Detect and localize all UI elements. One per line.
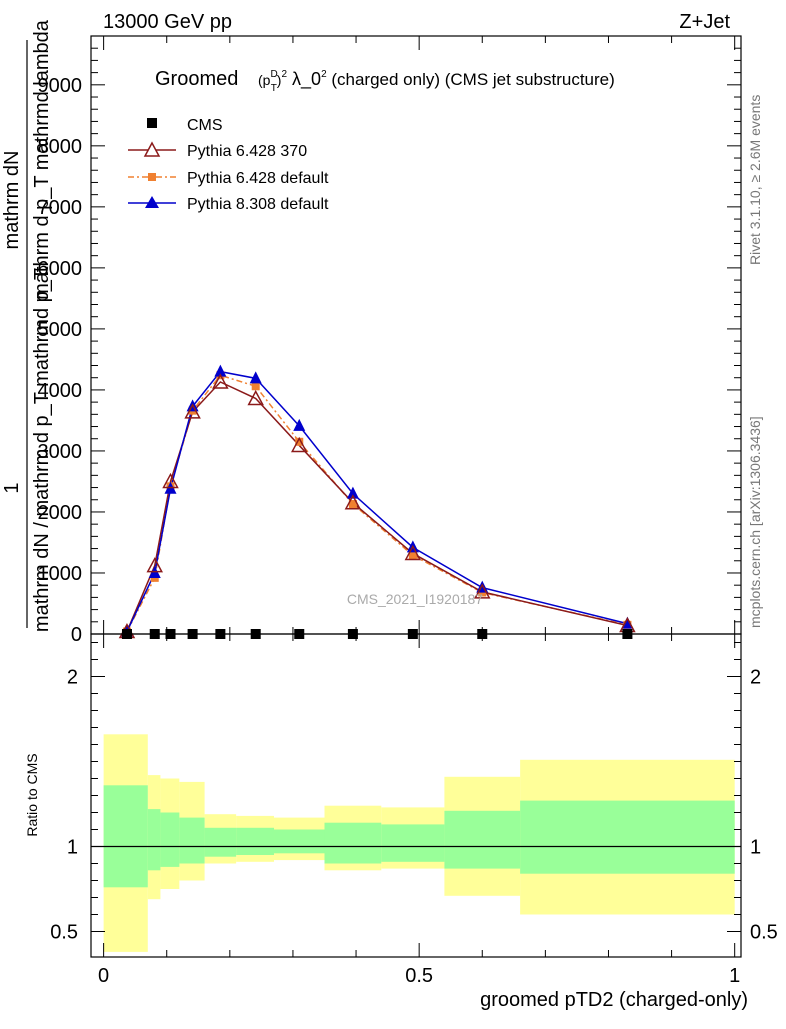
rivet-label: Rivet 3.1.10, ≥ 2.6M events xyxy=(747,95,763,265)
y-tick-label: 8000 xyxy=(38,136,83,158)
pythia6-370-point xyxy=(290,436,308,453)
legend-cms: CMS xyxy=(147,117,223,134)
pythia6-default-point xyxy=(251,382,260,391)
header-energy: 13000 GeV pp xyxy=(103,11,232,33)
title-ptd: (pD T)2 λ_02 (charged only) (CMS jet subs… xyxy=(258,69,615,94)
x-tick-label: 1 xyxy=(729,965,740,987)
main-panel: 0 1000 2000 3000 4000 5000 6000 7000 8000 9000 xyxy=(38,35,742,646)
y-tick-label: 4000 xyxy=(38,380,83,402)
pythia6-default-point xyxy=(408,551,417,560)
pythia6-default-point xyxy=(295,437,304,446)
y-tick-label: 3000 xyxy=(38,441,83,463)
legend-pythia8-default-label: Pythia 8.308 default xyxy=(187,196,329,213)
ratio-panel: 0 0.5 1 0.5 0.5 1 1 2 2 xyxy=(50,633,778,987)
pythia6-370-point xyxy=(344,494,362,510)
legend-cms-marker xyxy=(147,118,157,128)
pythia8-default-point xyxy=(293,418,306,431)
ratio-band-inner-8 xyxy=(381,824,445,862)
y-tick-label: 7000 xyxy=(38,197,83,219)
legend-cms-label: CMS xyxy=(187,117,223,134)
y-tick-label: 9000 xyxy=(38,75,83,97)
mcplots-label: mcplots.cern.ch [arXiv:1306.3436] xyxy=(747,416,763,628)
pythia8-default-point xyxy=(346,486,359,499)
pythia8-default-point xyxy=(214,364,227,377)
y-tick-label: 1000 xyxy=(38,563,83,585)
ratio-y-tick-label: 1 xyxy=(67,837,78,859)
legend-pythia8-default-marker xyxy=(145,196,159,208)
legend-pythia6-370-marker xyxy=(143,141,161,157)
x-axis-label: groomed pTD2 (charged-only) xyxy=(480,989,748,1011)
ratio-band-inner-9 xyxy=(444,810,521,869)
pythia6-default-point xyxy=(348,500,357,509)
y-tick-label: 0 xyxy=(71,624,82,646)
ratio-y-tick-label-right: 1 xyxy=(750,837,761,859)
x-tick-label: 0.5 xyxy=(405,965,433,987)
ylabel-numerator: mathrm dN xyxy=(1,151,23,250)
pythia6-370-point xyxy=(184,403,201,419)
ratio-band-inner-2 xyxy=(160,812,180,867)
pythia6-370-point xyxy=(146,557,163,573)
ratio-y-tick-label: 0.5 xyxy=(50,922,78,944)
legend-pythia6-370-label: Pythia 6.428 370 xyxy=(187,143,307,160)
ratio-band-inner-0 xyxy=(103,785,148,888)
pythia6-370-point xyxy=(247,389,264,406)
legend-pythia6-default-marker xyxy=(148,173,156,181)
ratio-y-tick-label: 2 xyxy=(67,667,78,689)
ylabel-denominator-top: mathrm d p_T mathrmd lambda xyxy=(31,19,53,300)
ratio-y-tick-label-right: 2 xyxy=(750,667,761,689)
legend-pythia6-default: Pythia 6.428 default xyxy=(128,170,329,187)
legend-pythia6-default-label: Pythia 6.428 default xyxy=(187,170,329,187)
legend-pythia8-default: Pythia 8.308 default xyxy=(128,196,329,213)
pythia6-370-line xyxy=(126,381,628,632)
ratio-band-inner-3 xyxy=(179,817,205,864)
legend: CMS Pythia 6.428 370 Pythia 6.428 defaul… xyxy=(128,117,329,213)
y-tick-label: 6000 xyxy=(38,258,83,280)
pythia6-370-point xyxy=(162,472,179,489)
ratio-band-inner-7 xyxy=(324,822,382,864)
y-tick-label: 5000 xyxy=(38,319,83,341)
header-process: Z+Jet xyxy=(679,11,730,33)
ratio-band-inner-5 xyxy=(236,827,275,855)
legend-pythia6-370: Pythia 6.428 370 xyxy=(128,141,307,160)
ylabel-one: 1 xyxy=(1,482,23,493)
pythia8-default-point xyxy=(249,371,262,384)
ratio-band-inner-6 xyxy=(274,829,325,854)
title-groomed: Groomed xyxy=(155,68,238,90)
ratio-y-tick-label-right: 0.5 xyxy=(750,922,778,944)
ratio-band-inner-10 xyxy=(520,800,735,874)
analysis-watermark: CMS_2021_I1920187 xyxy=(347,591,483,607)
pythia6-370-point xyxy=(212,373,229,389)
ratio-ylabel: Ratio to CMS xyxy=(24,753,40,836)
pythia8-default-point xyxy=(621,616,634,629)
pythia6-370-point xyxy=(474,583,491,599)
x-tick-label: 0 xyxy=(98,965,109,987)
y-tick-label: 2000 xyxy=(38,502,83,524)
plot-title: Groomed (pD T)2 λ_02 (charged only) (CMS … xyxy=(155,68,615,94)
pythia6-370-point xyxy=(404,544,422,561)
ylabel-denominator: mathrm dN / mathrm d p_T mathrmd p_T xyxy=(31,268,53,632)
ratio-band-inner-4 xyxy=(204,827,237,857)
ratio-band-inner-1 xyxy=(147,809,161,871)
main-ylabel: 1 mathrm dN mathrm d p_T mathrmd lambda … xyxy=(1,19,53,632)
